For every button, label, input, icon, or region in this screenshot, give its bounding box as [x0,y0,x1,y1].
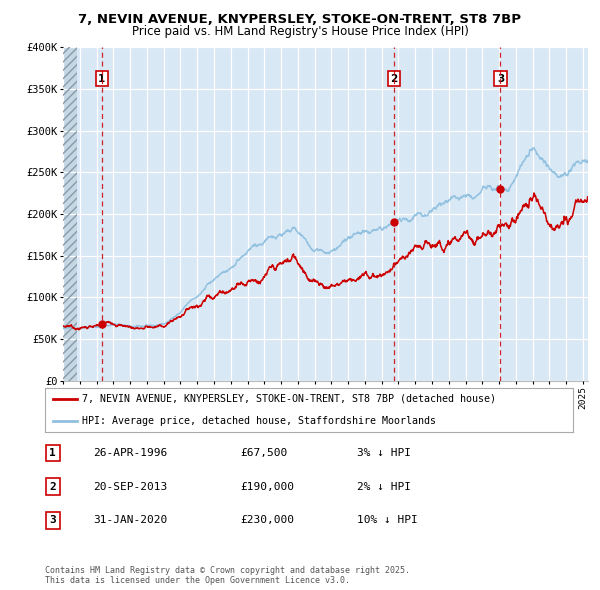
Text: 7, NEVIN AVENUE, KNYPERSLEY, STOKE-ON-TRENT, ST8 7BP: 7, NEVIN AVENUE, KNYPERSLEY, STOKE-ON-TR… [79,13,521,26]
Text: 1: 1 [98,74,106,84]
Text: £190,000: £190,000 [240,482,294,491]
Text: £67,500: £67,500 [240,448,287,458]
Text: HPI: Average price, detached house, Staffordshire Moorlands: HPI: Average price, detached house, Staf… [82,416,436,426]
Text: 3: 3 [49,516,56,525]
Text: 2% ↓ HPI: 2% ↓ HPI [357,482,411,491]
Text: 31-JAN-2020: 31-JAN-2020 [93,516,167,525]
Text: 10% ↓ HPI: 10% ↓ HPI [357,516,418,525]
Text: 7, NEVIN AVENUE, KNYPERSLEY, STOKE-ON-TRENT, ST8 7BP (detached house): 7, NEVIN AVENUE, KNYPERSLEY, STOKE-ON-TR… [82,394,496,404]
Text: Contains HM Land Registry data © Crown copyright and database right 2025.
This d: Contains HM Land Registry data © Crown c… [45,566,410,585]
Text: 20-SEP-2013: 20-SEP-2013 [93,482,167,491]
Text: £230,000: £230,000 [240,516,294,525]
Text: 2: 2 [390,74,397,84]
Text: Price paid vs. HM Land Registry's House Price Index (HPI): Price paid vs. HM Land Registry's House … [131,25,469,38]
Text: 3% ↓ HPI: 3% ↓ HPI [357,448,411,458]
Text: 1: 1 [49,448,56,458]
Text: 26-APR-1996: 26-APR-1996 [93,448,167,458]
Text: 2: 2 [49,482,56,491]
Text: 3: 3 [497,74,504,84]
